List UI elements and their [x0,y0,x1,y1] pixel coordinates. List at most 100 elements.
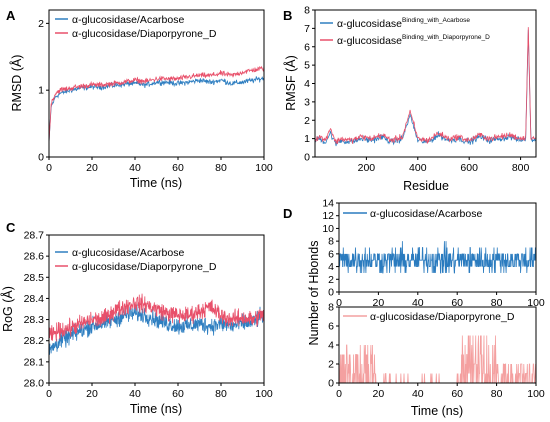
panel-d-bottom-ytick-label: 2 [328,359,334,371]
panel-b: 200 400 600 800 0 1 2 3 4 5 6 7 8 Residue RMSF (Å) α… [283,5,537,193]
panel-c-ytick-label: 28.5 [24,272,45,284]
panel-d-bottom-xtick-label: 80 [491,388,503,400]
panel-b-ytick-label: 1 [304,133,310,145]
panel-b-xtick-label: 600 [460,162,478,174]
panel-b-ytick-label: 8 [304,5,310,17]
panel-d-top-xtick-label: 0 [336,297,342,309]
panel-d-top-ytick-label: 2 [328,274,334,286]
legend-c2: α-glucosidase/Diaporpyrone_D [72,261,217,273]
panel-b-ytick-label: 7 [304,23,310,35]
panel-a-xlabel: Time (ns) [130,176,182,190]
panel-c-xtick-label: 60 [172,388,184,400]
panel-d-bottom-xtick-label: 0 [336,388,342,400]
series-line-diaporpyrone [314,27,537,144]
panel-c-ticks: 0 20 40 60 80 100 28.0 28.1 28.2 28.3 28.4 28.5 28.6… [24,230,273,401]
panel-d-top-ytick-label: 12 [322,210,334,222]
panel-d-top-xtick-label: 60 [451,297,463,309]
panel-a: 0 20 40 60 80 100 0 1 2 Time (ns) RMSD (Å) α-glu… [9,9,273,190]
panel-label-c: C [6,220,16,235]
legend-a1: α-glucosidase/Acarbose [72,14,184,26]
panel-d-top-frame [338,202,537,293]
panel-b-ytick-label: 5 [304,60,310,72]
panel-c-xlabel: Time (ns) [130,402,182,416]
panel-a-frame [48,9,265,158]
panel-c-ytick-label: 28.7 [24,230,45,242]
panel-d-bottom-ytick-label: 6 [328,321,334,333]
panel-b-plot-area [314,27,537,147]
panel-d-top-ytick-label: 10 [322,223,334,235]
panel-b-ylabel: RMSF (Å) [283,55,298,111]
series-line-diaporpyrone-hbonds [338,335,537,384]
panel-a-xtick-label: 80 [215,162,227,174]
panel-c-plot-area [48,293,265,355]
series-line-acarbose [314,29,537,147]
panel-b-ytick-label: 6 [304,41,310,53]
panel-d-top-xtick-label: 20 [373,297,385,309]
panel-a-xtick-label: 0 [46,162,52,174]
panel-c-ytick-label: 28.2 [24,335,45,347]
legend-c1: α-glucosidase/Acarbose [72,247,184,259]
panel-d-top-xtick-label: 80 [491,297,503,309]
panel-b-xtick-label: 800 [512,162,530,174]
panel-label-b: B [283,8,292,23]
legend-d1: α-glucosidase/Acarbose [370,208,482,220]
legend-b1: α-glucosidaseBinding_with_Acarbose [337,17,470,30]
panel-d-top-xtick-label: 100 [527,297,545,309]
panel-d-bottom-xtick-label: 20 [373,388,385,400]
panel-d-top-ytick-label: 14 [322,198,334,210]
panel-d-bottom-ytick-label: 0 [328,378,334,390]
panel-d-bottom-xtick-label: 60 [451,388,463,400]
panel-a-xtick-label: 60 [172,162,184,174]
panel-d-ylabel: Number of Hbonds [307,241,321,346]
legend-a2: α-glucosidase/Diaporpyrone_D [72,28,217,40]
panel-c-xtick-label: 100 [255,388,273,400]
panel-b-xtick-label: 400 [409,162,427,174]
panel-a-plot-area [48,65,265,144]
panel-c-ytick-label: 28.0 [24,378,45,390]
panel-b-ticks: 200 400 600 800 0 1 2 3 4 5 6 7 8 [304,5,529,175]
panel-d-top-ytick-label: 4 [328,261,334,273]
panel-b-ytick-label: 2 [304,115,310,127]
panel-d-top-plot-area [338,241,537,274]
panel-c-xtick-label: 0 [46,388,52,400]
panel-a-ytick-label: 1 [38,85,44,97]
series-line-diaporpyrone [48,293,265,342]
panel-d-bottom-xtick-label: 40 [412,388,424,400]
legend-b2: α-glucosidaseBinding_with_Diaporpyrone_D [337,34,490,47]
panel-a-ticks: 0 20 40 60 80 100 0 1 2 [38,18,273,174]
panel-d-bottom-ytick-label: 4 [328,340,334,352]
panel-c-frame [48,234,265,384]
panel-b-xlabel: Residue [403,179,449,193]
panel-d-top-ytick-label: 0 [328,287,334,299]
panel-d-xlabel: Time (ns) [411,404,463,418]
panel-label-d: D [283,206,292,221]
panel-a-xtick-label: 20 [86,162,98,174]
panel-c-xtick-label: 40 [129,388,141,400]
panel-a-ytick-label: 0 [38,152,44,164]
series-line-diaporpyrone [48,65,265,143]
panel-b-ytick-label: 0 [304,152,310,164]
legend-d2: α-glucosidase/Diaporpyrone_D [370,311,515,323]
panel-d-top-ytick-label: 8 [328,236,334,248]
panel-a-ylabel: RMSD (Å) [9,55,24,112]
panel-c-ytick-label: 28.3 [24,314,45,326]
panel-b-ytick-label: 3 [304,96,310,108]
panel-d-top-xtick-label: 40 [412,297,424,309]
panel-d-bottom-plot-area [338,335,537,384]
panel-c-ytick-label: 28.4 [24,293,45,305]
panel-c-xtick-label: 20 [86,388,98,400]
panel-c-xtick-label: 80 [215,388,227,400]
panel-c: 0 20 40 60 80 100 28.0 28.1 28.2 28.3 28.4 28.5 28.6… [0,230,273,417]
panel-d-bottom-xtick-label: 100 [527,388,545,400]
panel-d-top-ytick-label: 6 [328,248,334,260]
panel-c-ytick-label: 28.6 [24,251,45,263]
panel-c-ylabel: RoG (Å) [0,286,15,332]
panel-d-bottom-ytick-label: 8 [328,302,334,314]
panel-b-xtick-label: 200 [358,162,376,174]
panel-b-frame [314,9,537,158]
panel-b-ytick-label: 4 [304,78,310,90]
panel-c-ytick-label: 28.1 [24,356,45,368]
